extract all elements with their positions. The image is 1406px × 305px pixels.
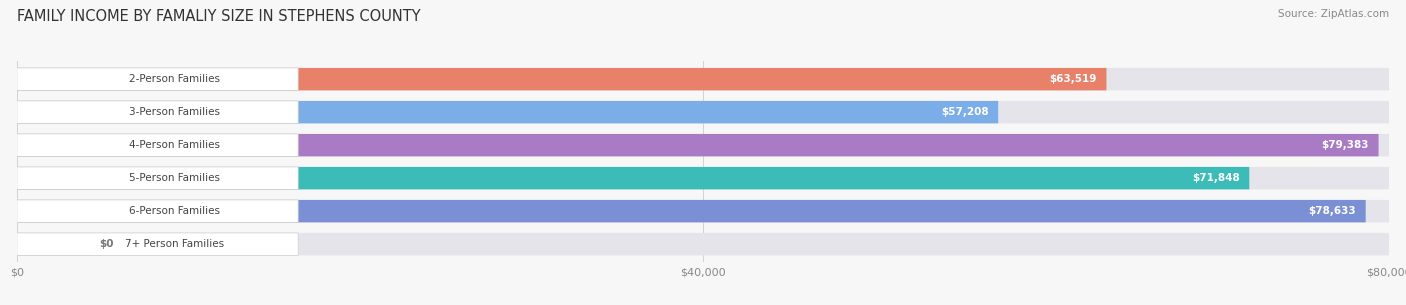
Text: $57,208: $57,208	[941, 107, 988, 117]
FancyBboxPatch shape	[17, 101, 998, 123]
FancyBboxPatch shape	[17, 233, 93, 255]
Text: 5-Person Families: 5-Person Families	[129, 173, 219, 183]
Text: 7+ Person Families: 7+ Person Families	[125, 239, 224, 249]
FancyBboxPatch shape	[17, 68, 1389, 90]
Text: 4-Person Families: 4-Person Families	[129, 140, 219, 150]
FancyBboxPatch shape	[17, 233, 298, 255]
Text: $79,383: $79,383	[1322, 140, 1369, 150]
Text: Source: ZipAtlas.com: Source: ZipAtlas.com	[1278, 9, 1389, 19]
FancyBboxPatch shape	[17, 200, 1389, 222]
Text: FAMILY INCOME BY FAMALIY SIZE IN STEPHENS COUNTY: FAMILY INCOME BY FAMALIY SIZE IN STEPHEN…	[17, 9, 420, 24]
Text: 6-Person Families: 6-Person Families	[129, 206, 219, 216]
FancyBboxPatch shape	[17, 167, 1250, 189]
FancyBboxPatch shape	[17, 68, 298, 90]
FancyBboxPatch shape	[17, 101, 1389, 123]
FancyBboxPatch shape	[17, 200, 298, 222]
Text: 2-Person Families: 2-Person Families	[129, 74, 219, 84]
FancyBboxPatch shape	[17, 167, 1389, 189]
FancyBboxPatch shape	[17, 233, 1389, 255]
FancyBboxPatch shape	[17, 101, 298, 123]
FancyBboxPatch shape	[17, 134, 1378, 156]
Text: 3-Person Families: 3-Person Families	[129, 107, 219, 117]
FancyBboxPatch shape	[17, 200, 1365, 222]
Text: $78,633: $78,633	[1309, 206, 1355, 216]
FancyBboxPatch shape	[17, 134, 298, 156]
Text: $71,848: $71,848	[1192, 173, 1240, 183]
Text: $63,519: $63,519	[1049, 74, 1097, 84]
FancyBboxPatch shape	[17, 134, 1389, 156]
Text: $0: $0	[100, 239, 114, 249]
FancyBboxPatch shape	[17, 167, 298, 189]
FancyBboxPatch shape	[17, 68, 1107, 90]
